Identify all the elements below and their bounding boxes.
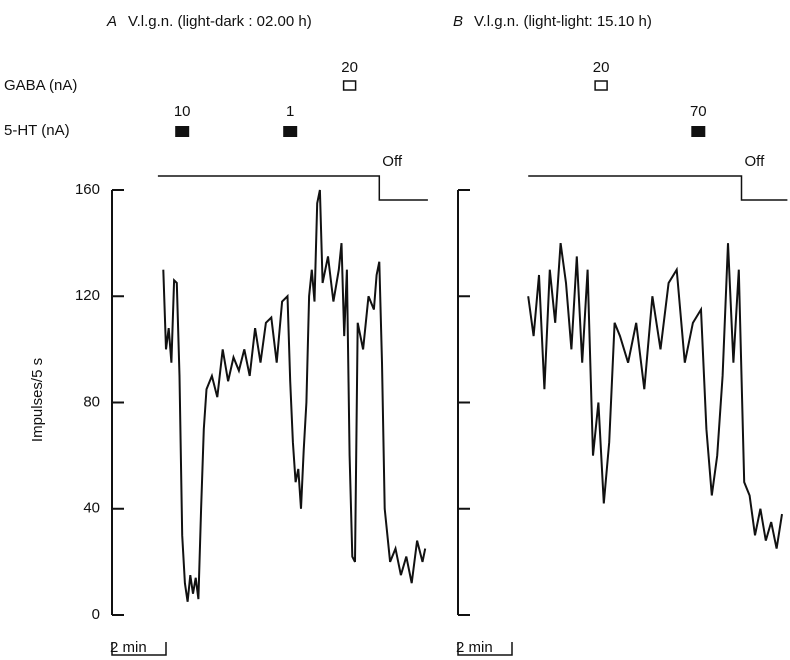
light-off-label: Off bbox=[745, 153, 766, 170]
panel-title: V.l.g.n. (light-light: 15.10 h) bbox=[474, 13, 652, 30]
panel-letter: B bbox=[453, 13, 463, 30]
gaba-current: 20 bbox=[341, 59, 358, 76]
y-axis-label: Impulses/5 s bbox=[29, 358, 46, 442]
light-trace bbox=[157, 175, 428, 201]
scale-bar-label: 2 min bbox=[456, 639, 493, 656]
panel-title: V.l.g.n. (light-dark : 02.00 h) bbox=[128, 13, 312, 30]
scale-bar bbox=[457, 642, 513, 656]
serotonin-current: 10 bbox=[174, 103, 191, 120]
y-tick-label: 40 bbox=[83, 500, 100, 517]
light-trace bbox=[528, 175, 788, 201]
gaba-row-label: GABA (nA) bbox=[4, 77, 77, 94]
scale-bar-label: 2 min bbox=[110, 639, 147, 656]
gaba-bar bbox=[342, 80, 357, 91]
serotonin-current: 70 bbox=[690, 103, 707, 120]
serotonin-current: 1 bbox=[286, 103, 294, 120]
serotonin-bar bbox=[175, 126, 190, 137]
y-tick-label: 120 bbox=[75, 287, 100, 304]
serotonin-row-label: 5-HT (nA) bbox=[4, 122, 70, 139]
firing-rate-trace bbox=[162, 189, 427, 602]
panel-letter: A bbox=[106, 13, 117, 30]
firing-rate-trace bbox=[527, 242, 783, 549]
serotonin-bar bbox=[691, 126, 706, 137]
serotonin-bar bbox=[283, 126, 298, 137]
scale-bar bbox=[111, 642, 167, 656]
y-tick-label: 0 bbox=[92, 606, 100, 623]
light-off-label: Off bbox=[382, 153, 403, 170]
y-tick-label: 160 bbox=[75, 181, 100, 198]
y-tick-label: 80 bbox=[83, 393, 100, 410]
gaba-current: 20 bbox=[593, 59, 610, 76]
gaba-bar bbox=[594, 80, 608, 91]
